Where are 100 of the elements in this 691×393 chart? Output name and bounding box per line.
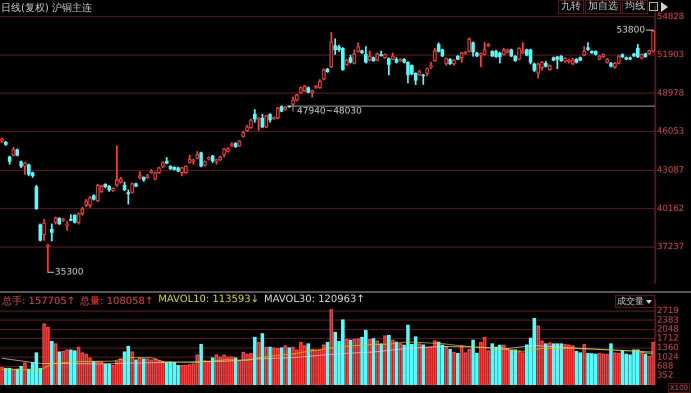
annotation: 总手: 157705↑ — [2, 294, 76, 308]
candlestick — [180, 166, 184, 176]
candlestick — [249, 118, 253, 128]
annotation: 加自选 — [585, 0, 621, 14]
candlestick — [34, 184, 38, 210]
y-tick-label: 37237 — [657, 242, 684, 252]
candlestick — [368, 50, 372, 62]
candlestick — [134, 182, 138, 188]
candlestick — [563, 57, 567, 63]
y-tick-label: 46053 — [657, 126, 684, 137]
y-tick-label: 1024 — [657, 352, 679, 362]
y-tick-label: 1360 — [657, 343, 679, 354]
y-tick-label: 2048 — [657, 324, 679, 334]
chart-title: 日线(复权) 沪铜主连 — [1, 2, 92, 15]
candlestick — [506, 48, 510, 54]
candlestick — [609, 62, 613, 68]
candlestick — [318, 79, 322, 89]
y-tick-label: 40162 — [657, 204, 684, 214]
y-tick-label: 48978 — [657, 88, 684, 98]
candlestick — [130, 182, 134, 194]
candlestick — [226, 147, 230, 152]
candlestick — [280, 105, 284, 112]
candlestick — [555, 56, 560, 69]
candlestick — [164, 157, 168, 164]
candlestick — [372, 56, 376, 62]
candlestick — [8, 156, 12, 164]
candlestick — [256, 117, 260, 130]
y-tick-label: 688 — [657, 361, 674, 372]
candlestick — [260, 114, 264, 128]
y-tick-label: 2719 — [657, 306, 679, 316]
candlestick — [548, 64, 552, 71]
candlestick — [386, 58, 391, 76]
candlestick — [616, 55, 620, 64]
candlestick — [406, 61, 410, 84]
candlestick — [96, 184, 100, 202]
candlestick — [582, 46, 586, 56]
annotation: 均线 — [622, 0, 648, 14]
candlestick — [532, 62, 536, 72]
candlestick — [65, 221, 69, 231]
candlestick — [203, 160, 207, 166]
candlestick — [456, 55, 460, 60]
candlestick — [268, 113, 272, 122]
candlestick — [390, 52, 394, 60]
candlestick — [421, 74, 426, 85]
candlestick — [146, 174, 150, 179]
candlestick — [210, 154, 214, 163]
candlestick — [498, 52, 502, 64]
candlestick — [176, 166, 180, 172]
candlestick — [58, 217, 62, 225]
candlestick — [284, 106, 288, 111]
candlestick — [234, 142, 238, 148]
candlestick — [636, 44, 640, 58]
candlestick — [640, 53, 644, 60]
candlestick — [4, 141, 8, 146]
candlestick — [375, 52, 380, 62]
candlestick — [92, 194, 96, 200]
candlestick — [222, 148, 226, 158]
candlestick — [528, 48, 532, 64]
candlestick — [50, 224, 54, 242]
candlestick — [252, 109, 257, 122]
candlestick — [490, 50, 494, 58]
candlestick — [418, 70, 422, 76]
y-tick-label: 2383 — [657, 315, 679, 326]
candlestick — [510, 48, 514, 58]
candlestick — [192, 158, 196, 164]
candlestick — [502, 48, 506, 56]
candlestick — [291, 96, 295, 106]
candlestick — [601, 53, 606, 58]
candlestick — [448, 58, 452, 65]
text: MAVOL10: 113593↓ — [158, 294, 259, 307]
y-tick-label: 54828 — [657, 12, 684, 22]
y-tick-label: 43087 — [657, 166, 684, 176]
candlestick — [644, 52, 648, 58]
candlestick — [276, 107, 280, 120]
candlestick — [88, 196, 92, 208]
candlestick — [310, 90, 314, 98]
text: MAVOL30: 120963↑ — [264, 294, 365, 307]
candlestick — [54, 216, 58, 224]
candlestick — [348, 54, 352, 64]
candlestick — [326, 68, 330, 73]
candlestick — [42, 218, 46, 241]
candlestick — [594, 50, 598, 56]
candlestick — [394, 57, 398, 64]
ref-line-label: 47940~48030 — [297, 106, 362, 116]
candlestick — [460, 52, 464, 63]
candlestick — [172, 166, 176, 170]
candlestick — [471, 42, 475, 57]
candlestick — [188, 154, 192, 164]
candlestick — [586, 42, 590, 51]
candlestick — [107, 185, 111, 192]
annotation: 53800 — [616, 25, 646, 36]
annotation: 九转 — [558, 0, 584, 14]
candlestick — [264, 114, 268, 128]
candlestick — [206, 156, 211, 160]
annotation: 总量: 108058↑ — [80, 294, 154, 308]
candlestick — [340, 47, 345, 71]
y-tick-label: 1712 — [657, 334, 679, 344]
annotation: 35300 — [54, 268, 84, 278]
candlestick — [598, 55, 602, 60]
candlestick — [302, 85, 306, 92]
